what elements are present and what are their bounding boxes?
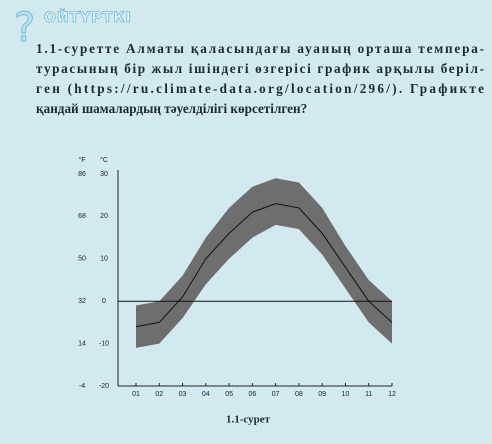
x-tick-label: 01 (132, 391, 140, 398)
x-tick-label: 05 (225, 391, 233, 398)
y-tick-label: -10 (99, 340, 109, 347)
y2-tick-label: 86 (78, 171, 86, 178)
y2-tick-label: 50 (78, 256, 86, 263)
caption: 1.1-сурет (226, 414, 271, 426)
y-tick-label: 30 (100, 171, 108, 178)
y2-tick-label: -4 (79, 383, 85, 390)
y-tick-label: 0 (102, 298, 106, 305)
question-line: қандай шамалардың тәуелділігі көрсетілге… (36, 101, 307, 116)
y2-axis-label: °F (78, 156, 85, 164)
x-tick-label: 09 (318, 391, 326, 398)
x-tick-label: 04 (202, 391, 210, 398)
header-title: ОЙТҮРТКІ (44, 9, 132, 26)
y-tick-label: -20 (99, 383, 109, 390)
x-tick-label: 02 (155, 391, 163, 398)
x-tick-label: 10 (342, 391, 350, 398)
question-icon: ? (14, 5, 35, 51)
chart: °F °C -4 14 32 50 68 86 -20 -10 0 10 20 30 01 02 03 04 05 0… (78, 156, 396, 398)
temperature-range-band (136, 178, 392, 348)
question-line: ген (https://ru.climate-data.org/locatio… (36, 81, 484, 96)
x-tick-label: 03 (179, 391, 187, 398)
x-tick-label: 07 (272, 391, 280, 398)
y-tick-label: 10 (100, 256, 108, 263)
y2-tick-label: 14 (78, 340, 86, 347)
x-tick-label: 08 (295, 391, 303, 398)
x-tick-label: 12 (388, 391, 396, 398)
y2-tick-label: 32 (78, 298, 86, 305)
y-axis-label: °C (100, 156, 108, 164)
x-tick-label: 11 (365, 391, 372, 398)
x-tick-label: 06 (248, 391, 256, 398)
question-line: турасының бір жыл ішіндегі өзгерісі граф… (36, 61, 484, 76)
y-tick-label: 20 (100, 213, 108, 220)
y2-tick-label: 68 (78, 213, 86, 220)
question-line: 1.1-суретте Алматы қаласындағы ауаның ор… (36, 41, 484, 56)
